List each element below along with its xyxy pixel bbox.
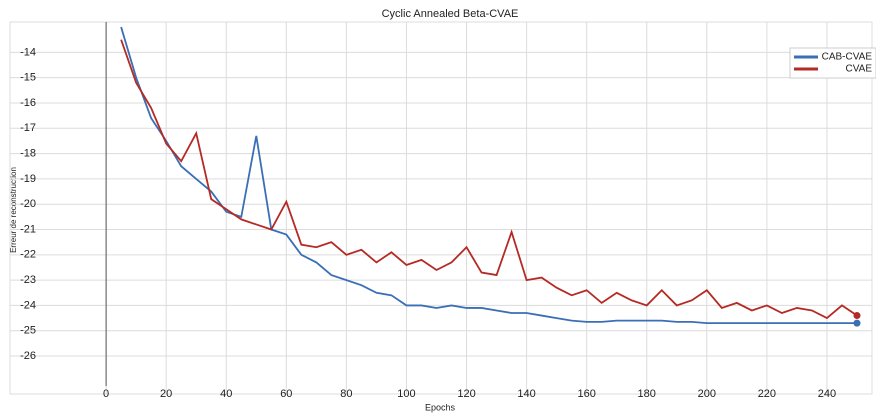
end-marker (853, 319, 861, 327)
y-tick-label: -16 (20, 97, 36, 109)
series-line (120, 39, 858, 320)
y-tick-label: -17 (20, 122, 36, 134)
legend-label: CAB-CVAE (822, 52, 873, 63)
y-tick-label: -23 (20, 274, 36, 286)
y-tick-label: -25 (20, 325, 36, 337)
x-tick-label: 180 (638, 388, 656, 400)
end-marker (853, 312, 861, 320)
x-axis-label: Epochs (425, 402, 456, 412)
x-tick-label: 100 (397, 388, 415, 400)
x-tick-label: 80 (340, 388, 352, 400)
x-tick-label: 200 (698, 388, 716, 400)
y-tick-label: -20 (20, 198, 36, 210)
y-axis-label: Erreur de reconstruction (9, 167, 18, 253)
x-tick-label: 20 (160, 388, 172, 400)
x-tick-label: 60 (280, 388, 292, 400)
x-tick-label: 120 (457, 388, 475, 400)
y-tick-label: -15 (20, 72, 36, 84)
x-tick-label: 140 (517, 388, 535, 400)
legend-box (789, 47, 876, 79)
plot-area (9, 21, 873, 395)
y-tick-label: -22 (20, 249, 36, 261)
y-tick-label: -18 (20, 147, 36, 159)
x-tick-label: 220 (758, 388, 776, 400)
x-tick-label: 160 (577, 388, 595, 400)
y-tick-label: -19 (20, 173, 36, 185)
y-tick-label: -24 (20, 299, 36, 311)
y-tick-label: -26 (20, 350, 36, 362)
x-tick-label: 0 (103, 388, 109, 400)
y-tick-label: -14 (20, 46, 36, 58)
series-line (120, 26, 857, 325)
y-tick-label: -21 (20, 223, 36, 235)
legend-label: CVAE (846, 64, 873, 75)
x-tick-label: 240 (818, 388, 836, 400)
x-tick-label: 40 (220, 388, 232, 400)
chart-title: Cyclic Annealed Beta-CVAE (382, 8, 519, 20)
